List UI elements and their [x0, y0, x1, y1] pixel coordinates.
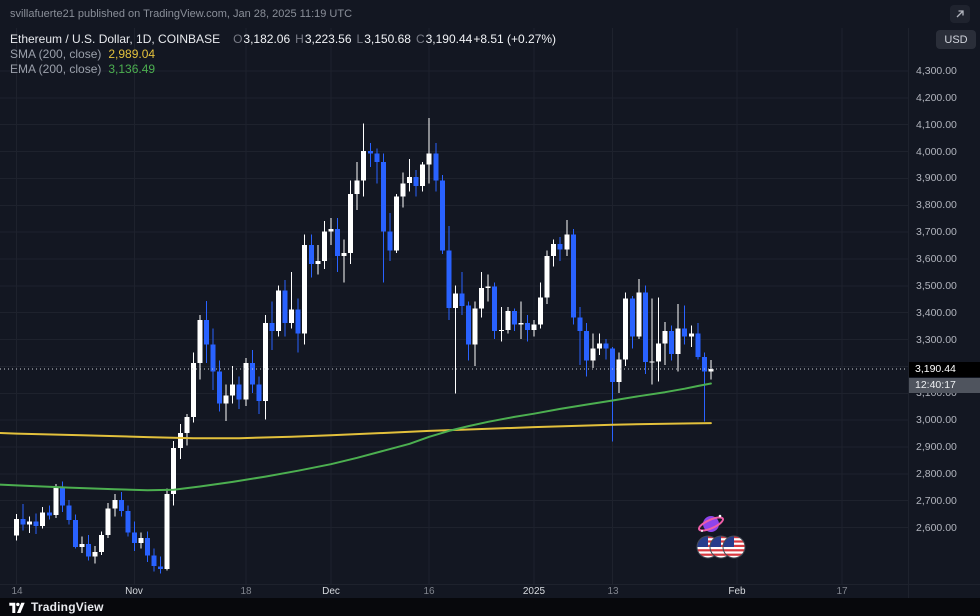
price-tick-label: 3,900.00	[916, 172, 957, 184]
usa-flag-stickers	[696, 535, 746, 559]
sma-value: 2,989.04	[108, 47, 156, 61]
share-button[interactable]	[950, 5, 970, 23]
ohlc-values: O3,182.06 H3,223.56 L3,150.68 C3,190.44+8.5…	[228, 32, 556, 46]
change-value: +8.51 (+0.27%)	[473, 32, 557, 46]
symbol-title: Ethereum / U.S. Dollar, 1D, COINBASE	[10, 32, 221, 46]
time-tick-label: 16	[423, 586, 435, 597]
time-axis-separator	[0, 584, 980, 585]
time-tick-label: 13	[607, 586, 619, 597]
symbol-row: Ethereum / U.S. Dollar, 1D, COINBASE O3,1…	[10, 32, 556, 46]
price-tick-label: 3,300.00	[916, 334, 957, 346]
bar-countdown: 12:40:17	[909, 378, 980, 393]
currency-button[interactable]: USD	[936, 30, 976, 49]
price-tick-label: 2,800.00	[916, 468, 957, 480]
ema-value: 3,136.49	[108, 62, 156, 76]
sma-indicator-row: SMA (200, close) 2,989.04	[10, 47, 556, 61]
time-tick-label: 18	[240, 586, 252, 597]
open-label: O	[233, 32, 243, 46]
price-tick-label: 3,800.00	[916, 199, 957, 211]
sma-label: SMA (200, close)	[10, 47, 102, 61]
price-tick-label: 3,500.00	[916, 280, 957, 292]
close-label: C	[415, 32, 425, 46]
price-tick-label: 3,400.00	[916, 307, 957, 319]
time-tick-label: Feb	[728, 586, 746, 597]
close-value: 3,190.44	[425, 32, 473, 46]
time-tick-label: 14	[11, 586, 23, 597]
candlestick-chart[interactable]	[0, 28, 980, 584]
chart-pane: Ethereum / U.S. Dollar, 1D, COINBASE O3,1…	[0, 28, 980, 584]
planet-sticker	[698, 514, 724, 532]
tradingview-logo[interactable]: TradingView	[9, 600, 104, 614]
price-tick-label: 2,700.00	[916, 495, 957, 507]
price-tick-label: 3,600.00	[916, 253, 957, 265]
price-tick-label: 3,700.00	[916, 226, 957, 238]
ema-label: EMA (200, close)	[10, 62, 102, 76]
publish-info-bar: svillafuerte21 published on TradingView.…	[0, 0, 980, 28]
time-tick-label: 2025	[522, 586, 546, 597]
ema-indicator-row: EMA (200, close) 3,136.49	[10, 62, 556, 76]
price-tick-label: 4,200.00	[916, 92, 957, 104]
open-value: 3,182.06	[243, 32, 291, 46]
time-tick-label: Dec	[322, 586, 340, 597]
high-value: 3,223.56	[304, 32, 352, 46]
price-axis[interactable]: 2,600.00 2,700.00 2,800.00 2,900.00 3,000.00…	[912, 28, 980, 584]
low-value: 3,150.68	[364, 32, 411, 46]
price-axis-separator	[908, 28, 909, 598]
tradingview-logo-icon	[9, 602, 25, 613]
price-tick-label: 4,300.00	[916, 65, 957, 77]
time-tick-label: Nov	[125, 586, 143, 597]
arrow-up-right-icon	[956, 10, 964, 18]
time-tick-label: 17	[836, 586, 848, 597]
price-tick-label: 4,000.00	[916, 146, 957, 158]
chart-legend: Ethereum / U.S. Dollar, 1D, COINBASE O3,1…	[10, 32, 556, 77]
low-label: L	[356, 32, 364, 46]
brand-name: TradingView	[31, 600, 104, 614]
price-tick-label: 3,000.00	[916, 414, 957, 426]
high-label: H	[295, 32, 304, 46]
last-price-label: 3,190.44	[909, 362, 980, 377]
price-tick-label: 4,100.00	[916, 119, 957, 131]
time-axis[interactable]: 14 Nov 18 Dec 16 2025 13 Feb 17	[0, 585, 980, 599]
price-tick-label: 2,600.00	[916, 522, 957, 534]
published-text: svillafuerte21 published on TradingView.…	[10, 8, 353, 20]
price-tick-label: 2,900.00	[916, 441, 957, 453]
footer-bar: TradingView	[0, 598, 980, 616]
